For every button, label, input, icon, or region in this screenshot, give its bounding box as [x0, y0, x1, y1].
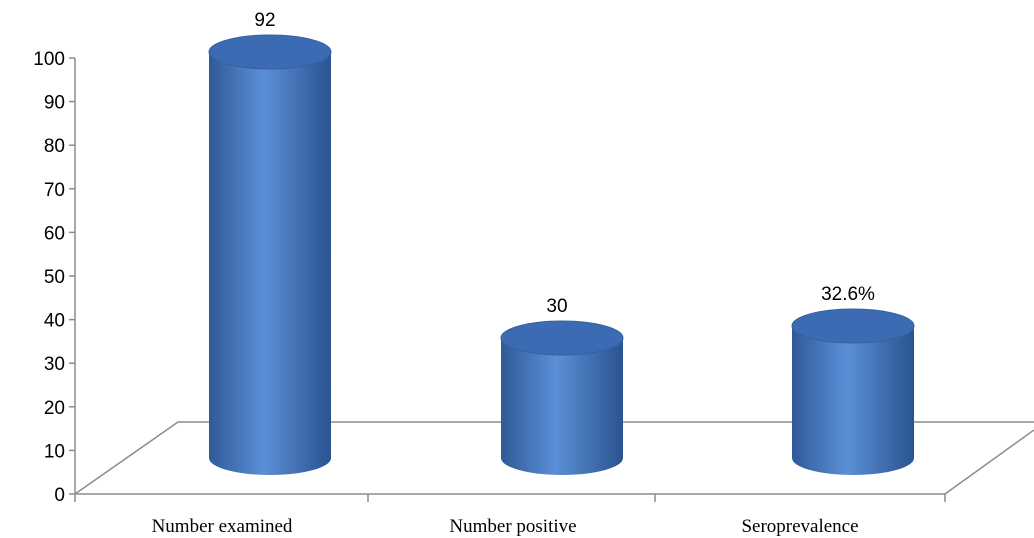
y-tick-label: 50: [44, 267, 65, 288]
x-tick-label: Number positive: [449, 516, 576, 537]
data-label: 92: [254, 10, 275, 31]
labels-layer: 92 Number examined 30 Number positive 32.6% S…: [152, 10, 875, 537]
x-tick-label: Number examined: [152, 516, 293, 537]
data-label: 30: [546, 296, 567, 317]
bar-1: [208, 34, 332, 475]
y-tick-label: 20: [44, 398, 65, 419]
bar-body: [209, 52, 331, 475]
bar-3: [791, 308, 915, 475]
bar-2: [500, 320, 624, 475]
bar-top: [500, 320, 624, 356]
floor-back-edge: [74, 421, 1034, 495]
y-tick-label: 0: [54, 485, 65, 506]
y-tick-label: 60: [44, 223, 65, 244]
bar-top: [208, 34, 332, 70]
floor-right-edge: [944, 429, 1034, 495]
y-tick-label: 30: [44, 354, 65, 375]
bars-layer: [208, 34, 915, 475]
y-tick-label: 70: [44, 180, 65, 201]
axis-layer: 0 10 20 30 40 50 60 70 80 90 100: [33, 49, 1034, 506]
y-tick-label: 90: [44, 93, 65, 114]
y-tick-label: 80: [44, 136, 65, 157]
bar-top: [791, 308, 915, 344]
y-tick-label: 10: [44, 441, 65, 462]
x-tick-label: Seroprevalence: [741, 516, 858, 537]
y-tick-label: 40: [44, 311, 65, 332]
y-tick-label: 100: [33, 49, 65, 70]
bar-body: [792, 326, 914, 475]
data-label: 32.6%: [821, 284, 875, 305]
bar-body: [501, 338, 623, 475]
